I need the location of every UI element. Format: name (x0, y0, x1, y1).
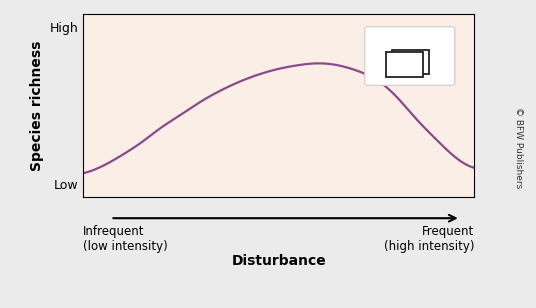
FancyBboxPatch shape (392, 50, 429, 74)
Text: © BFW Publishers: © BFW Publishers (513, 107, 523, 188)
Text: Infrequent
(low intensity): Infrequent (low intensity) (83, 225, 168, 253)
Text: Disturbance: Disturbance (232, 254, 326, 268)
Text: Frequent
(high intensity): Frequent (high intensity) (384, 225, 474, 253)
FancyBboxPatch shape (365, 27, 455, 85)
FancyBboxPatch shape (386, 52, 423, 77)
Y-axis label: Species richness: Species richness (30, 40, 44, 171)
